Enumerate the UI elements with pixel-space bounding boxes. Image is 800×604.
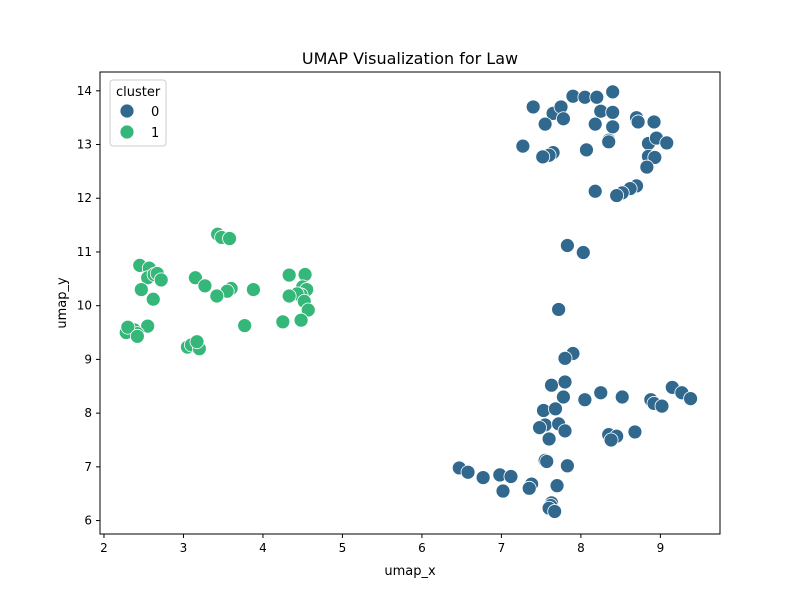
data-point-cluster-1 [222, 231, 237, 246]
data-point-cluster-0 [559, 238, 575, 253]
data-point-cluster-1 [120, 319, 136, 335]
data-point-cluster-0 [589, 89, 605, 105]
y-axis-label: umap_y [55, 277, 70, 329]
data-point-cluster-1 [246, 282, 261, 297]
x-tick-label: 4 [259, 541, 267, 555]
data-point-cluster-1 [140, 318, 156, 334]
data-point-cluster-0 [605, 84, 621, 100]
points-layer [118, 84, 698, 519]
x-tick-label: 9 [657, 541, 665, 555]
y-tick-label: 13 [77, 138, 92, 152]
data-point-cluster-0 [537, 116, 553, 132]
chart-title: UMAP Visualization for Law [302, 49, 518, 68]
data-point-cluster-0 [541, 431, 557, 447]
x-tick-label: 7 [498, 541, 506, 555]
data-point-cluster-1 [153, 272, 169, 288]
data-point-cluster-0 [659, 135, 675, 151]
data-point-cluster-0 [654, 398, 670, 414]
data-point-cluster-1 [129, 328, 145, 344]
data-point-cluster-0 [605, 119, 621, 135]
data-point-cluster-0 [614, 389, 630, 405]
data-point-cluster-0 [503, 469, 519, 484]
data-point-cluster-0 [495, 483, 511, 499]
data-point-cluster-0 [646, 114, 662, 130]
x-tick-label: 3 [180, 541, 188, 555]
data-point-cluster-1 [187, 270, 203, 286]
data-point-cluster-0 [539, 454, 555, 469]
data-point-cluster-0 [515, 138, 531, 154]
x-axis-label: umap_x [384, 564, 436, 579]
data-point-cluster-0 [557, 374, 573, 390]
data-point-cluster-0 [601, 134, 617, 150]
data-point-cluster-0 [551, 302, 567, 317]
data-point-cluster-0 [587, 183, 603, 199]
data-point-cluster-0 [683, 391, 698, 407]
data-point-cluster-0 [475, 470, 491, 485]
legend-label-1: 1 [151, 126, 159, 141]
data-point-cluster-1 [209, 288, 225, 304]
legend-marker-0 [119, 103, 135, 119]
data-point-cluster-1 [145, 291, 161, 307]
data-point-cluster-0 [556, 111, 571, 127]
data-point-cluster-0 [460, 464, 476, 480]
data-point-cluster-0 [630, 114, 646, 130]
data-point-cluster-0 [605, 104, 621, 120]
y-axis: 6 7 8 9 10 11 12 13 14 [77, 84, 100, 528]
data-point-cluster-0 [579, 142, 594, 158]
x-axis: 2 3 4 5 6 7 8 9 [100, 534, 664, 555]
legend: cluster 0 1 [109, 79, 167, 147]
data-point-cluster-0 [587, 116, 603, 132]
legend-title: cluster [116, 85, 161, 100]
data-point-cluster-0 [521, 480, 537, 496]
data-point-cluster-0 [549, 478, 565, 494]
y-tick-label: 10 [77, 299, 92, 313]
data-point-cluster-0 [525, 99, 541, 115]
data-point-cluster-1 [237, 318, 253, 333]
y-tick-label: 6 [84, 514, 92, 528]
data-point-cluster-0 [647, 150, 663, 165]
data-point-cluster-1 [281, 288, 297, 304]
data-point-cluster-1 [293, 312, 309, 328]
data-point-cluster-0 [557, 350, 573, 366]
legend-marker-1 [119, 124, 135, 140]
x-tick-label: 2 [100, 541, 108, 555]
y-tick-label: 7 [84, 460, 92, 474]
data-point-cluster-0 [627, 424, 643, 440]
y-tick-label: 14 [77, 84, 92, 98]
data-point-cluster-0 [547, 504, 563, 519]
data-point-cluster-1 [189, 334, 205, 350]
data-point-cluster-1 [197, 278, 213, 294]
data-point-cluster-0 [639, 159, 655, 175]
data-point-cluster-0 [593, 385, 609, 401]
data-point-cluster-0 [535, 149, 551, 165]
x-tick-label: 5 [339, 541, 347, 555]
data-point-cluster-0 [556, 389, 571, 405]
legend-label-0: 0 [151, 105, 159, 120]
y-tick-label: 11 [77, 245, 92, 259]
y-tick-label: 8 [84, 406, 92, 420]
data-point-cluster-1 [281, 267, 297, 283]
data-point-cluster-1 [297, 267, 313, 282]
data-point-cluster-0 [603, 432, 619, 448]
data-point-cluster-0 [577, 392, 593, 408]
data-point-cluster-0 [532, 420, 547, 436]
data-point-cluster-1 [275, 314, 291, 330]
data-point-cluster-1 [133, 282, 149, 297]
y-tick-label: 12 [77, 191, 92, 205]
plot-frame [99, 71, 721, 535]
y-tick-label: 9 [84, 352, 92, 366]
data-point-cluster-0 [609, 188, 625, 203]
data-point-cluster-0 [575, 245, 591, 260]
x-tick-label: 6 [418, 541, 426, 555]
x-tick-label: 8 [577, 541, 585, 555]
data-point-cluster-0 [557, 423, 573, 439]
data-point-cluster-0 [559, 458, 575, 474]
data-point-cluster-1 [300, 302, 316, 318]
data-point-cluster-0 [548, 401, 563, 417]
data-point-cluster-0 [544, 377, 559, 393]
